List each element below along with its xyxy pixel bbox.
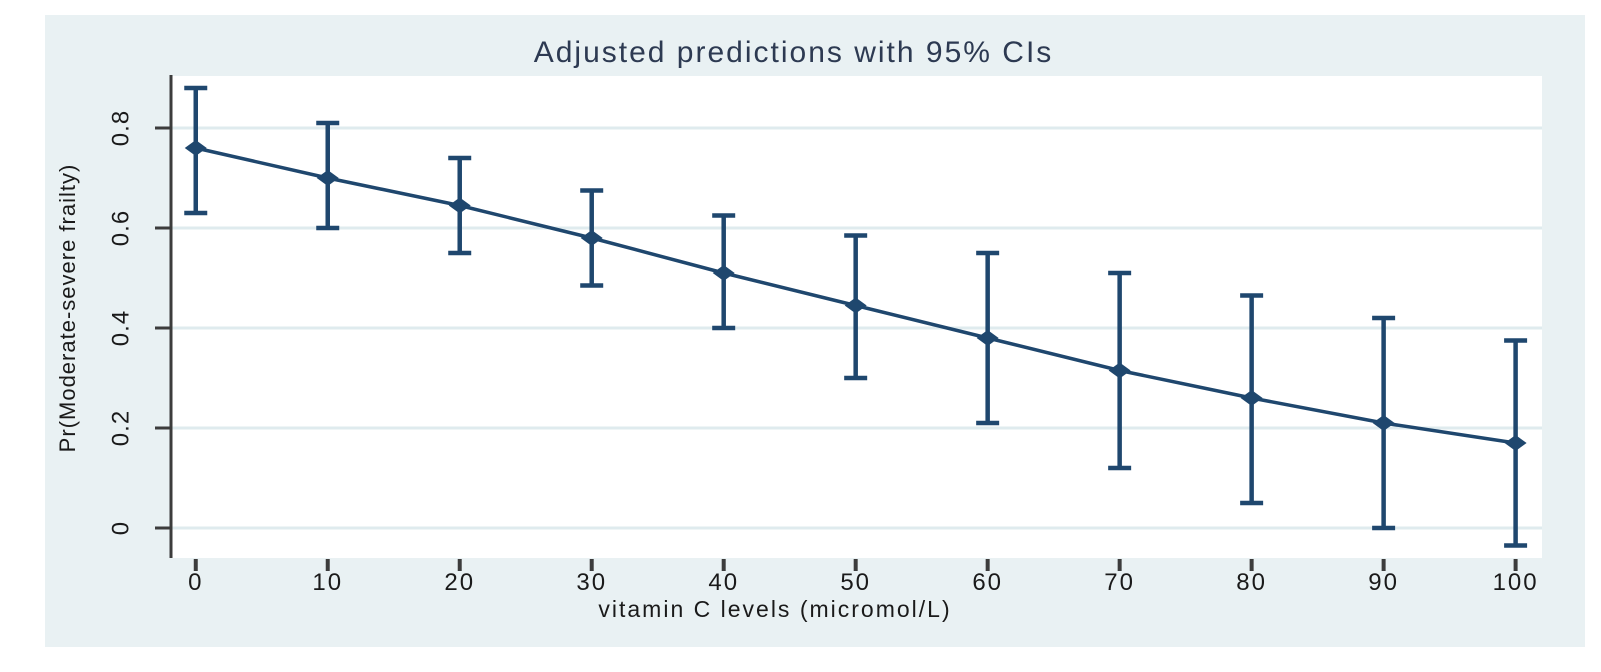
- data-point-marker: [1108, 362, 1131, 379]
- data-point-marker: [1504, 435, 1527, 451]
- data-point-marker: [448, 197, 471, 214]
- x-tick-label: 80: [1236, 569, 1267, 596]
- y-tick-label: 0.2: [108, 410, 135, 446]
- x-tick-label: 20: [444, 569, 475, 596]
- x-tick-label: 30: [576, 569, 607, 596]
- data-point-marker: [976, 330, 999, 346]
- x-tick-label: 60: [972, 569, 1003, 596]
- y-tick-label: 0.4: [108, 310, 135, 346]
- y-tick-label: 0.6: [108, 210, 135, 246]
- chart-title: Adjusted predictions with 95% CIs: [533, 36, 1054, 69]
- data-point-marker: [580, 230, 603, 246]
- x-tick-label: 70: [1104, 569, 1135, 596]
- y-tick-label: 0.8: [108, 110, 135, 146]
- data-point-marker: [1240, 390, 1263, 406]
- x-tick-label: 10: [312, 569, 343, 596]
- y-tick-label: 0: [108, 521, 135, 535]
- data-point-marker: [316, 170, 339, 186]
- x-tick-label: 100: [1493, 569, 1539, 596]
- data-point-marker: [844, 297, 867, 314]
- data-point-marker: [712, 265, 735, 281]
- data-point-marker: [1372, 415, 1395, 431]
- y-axis-title: Pr(Moderate-severe frailty): [55, 163, 80, 453]
- data-point-marker: [184, 140, 207, 156]
- x-tick-label: 0: [188, 569, 203, 596]
- x-tick-label: 90: [1368, 569, 1399, 596]
- x-tick-label: 40: [708, 569, 739, 596]
- x-tick-label: 50: [840, 569, 871, 596]
- x-axis-title: vitamin C levels (micromol/L): [598, 596, 952, 622]
